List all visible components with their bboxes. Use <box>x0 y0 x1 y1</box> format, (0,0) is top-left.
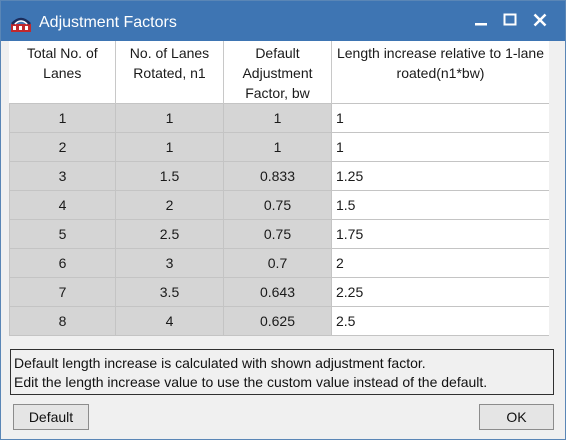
cell-total-lanes: 3 <box>10 162 116 191</box>
cell-length-increase-editable[interactable]: 1.25 <box>332 162 550 191</box>
cell-adjustment-factor: 0.643 <box>224 278 332 307</box>
cell-length-increase-editable[interactable]: 1 <box>332 104 550 133</box>
maximize-icon[interactable] <box>501 11 519 29</box>
table-row: 1 1 1 1 <box>10 104 550 133</box>
ok-button[interactable]: OK <box>479 404 554 430</box>
cell-adjustment-factor: 0.7 <box>224 249 332 278</box>
table-row: 8 4 0.625 2.5 <box>10 307 550 336</box>
header-label: Length increase relative to 1-lane roate… <box>332 41 549 83</box>
header-lanes-rotated[interactable]: No. of Lanes Rotated, n1 <box>116 41 224 104</box>
cell-lanes-rotated: 4 <box>116 307 224 336</box>
table-row: 6 3 0.7 2 <box>10 249 550 278</box>
table-row: 4 2 0.75 1.5 <box>10 191 550 220</box>
cell-lanes-rotated: 2.5 <box>116 220 224 249</box>
minimize-icon[interactable] <box>472 11 490 29</box>
table-header-row: Total No. of Lanes No. of Lanes Rotated,… <box>10 41 550 104</box>
cell-adjustment-factor: 0.625 <box>224 307 332 336</box>
header-length-increase[interactable]: Length increase relative to 1-lane roate… <box>332 41 550 104</box>
cell-total-lanes: 4 <box>10 191 116 220</box>
cell-total-lanes: 7 <box>10 278 116 307</box>
info-message: Default length increase is calculated wi… <box>10 349 554 395</box>
cell-lanes-rotated: 1.5 <box>116 162 224 191</box>
cell-adjustment-factor: 0.833 <box>224 162 332 191</box>
table-row: 2 1 1 1 <box>10 133 550 162</box>
table-row: 3 1.5 0.833 1.25 <box>10 162 550 191</box>
cell-total-lanes: 6 <box>10 249 116 278</box>
cell-length-increase-editable[interactable]: 2.25 <box>332 278 550 307</box>
cell-total-lanes: 5 <box>10 220 116 249</box>
table-row: 5 2.5 0.75 1.75 <box>10 220 550 249</box>
default-button[interactable]: Default <box>13 404 89 430</box>
cell-lanes-rotated: 1 <box>116 133 224 162</box>
info-message-line: Default length increase is calculated wi… <box>14 354 550 373</box>
cell-length-increase-editable[interactable]: 2 <box>332 249 550 278</box>
header-label: No. of Lanes Rotated, n1 <box>116 41 223 83</box>
cell-lanes-rotated: 1 <box>116 104 224 133</box>
cell-lanes-rotated: 3 <box>116 249 224 278</box>
cell-length-increase-editable[interactable]: 1 <box>332 133 550 162</box>
app-logo-icon <box>10 13 32 33</box>
header-total-lanes[interactable]: Total No. of Lanes <box>10 41 116 104</box>
cell-adjustment-factor: 1 <box>224 133 332 162</box>
cell-adjustment-factor: 0.75 <box>224 220 332 249</box>
title-bar[interactable]: Adjustment Factors <box>1 1 565 41</box>
cell-total-lanes: 2 <box>10 133 116 162</box>
header-label: Default Adjustment Factor, bw <box>224 41 331 103</box>
table-row: 7 3.5 0.643 2.25 <box>10 278 550 307</box>
close-icon[interactable] <box>531 11 549 29</box>
cell-length-increase-editable[interactable]: 2.5 <box>332 307 550 336</box>
cell-length-increase-editable[interactable]: 1.75 <box>332 220 550 249</box>
cell-adjustment-factor: 1 <box>224 104 332 133</box>
cell-adjustment-factor: 0.75 <box>224 191 332 220</box>
cell-lanes-rotated: 2 <box>116 191 224 220</box>
header-label: Total No. of Lanes <box>10 41 116 83</box>
header-default-adjustment-factor[interactable]: Default Adjustment Factor, bw <box>224 41 332 104</box>
cell-lanes-rotated: 3.5 <box>116 278 224 307</box>
window-title: Adjustment Factors <box>39 13 177 33</box>
cell-total-lanes: 1 <box>10 104 116 133</box>
cell-total-lanes: 8 <box>10 307 116 336</box>
cell-length-increase-editable[interactable]: 1.5 <box>332 191 550 220</box>
adjustment-factors-table: Total No. of Lanes No. of Lanes Rotated,… <box>9 41 549 336</box>
info-message-line: Edit the length increase value to use th… <box>14 373 550 392</box>
